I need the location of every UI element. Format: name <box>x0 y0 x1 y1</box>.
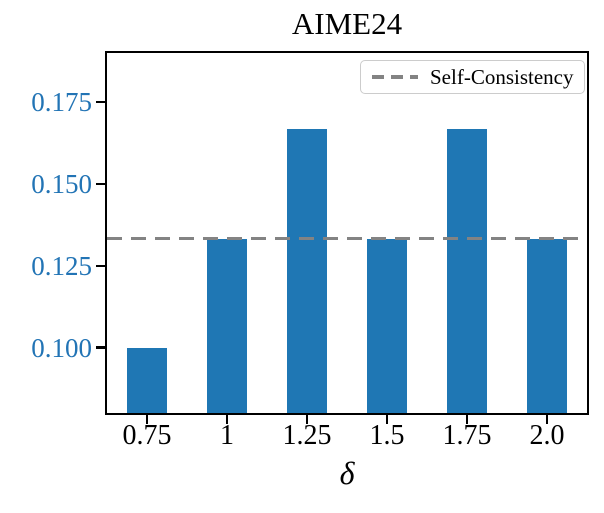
bar-1 <box>207 238 247 413</box>
y-tick-mark <box>96 100 105 104</box>
y-tick-mark <box>96 182 105 186</box>
y-tick-label: 0.125 <box>31 250 92 281</box>
x-tick-mark <box>545 415 549 424</box>
legend-label: Self-Consistency <box>430 64 574 89</box>
y-tick-mark <box>96 346 105 349</box>
bar-2.0 <box>527 238 567 413</box>
bar-0.75 <box>127 347 167 413</box>
x-tick-label: 0.75 <box>122 420 172 451</box>
bar-1.5 <box>367 238 407 413</box>
x-axis-label: δ <box>339 455 355 491</box>
y-tick-label: 0.100 <box>31 332 92 363</box>
x-tick-mark <box>385 415 389 424</box>
x-tick-label: 1.75 <box>442 420 492 451</box>
x-tick-label: 1 <box>220 420 234 451</box>
bar-1.75 <box>447 129 487 413</box>
y-tick-mark <box>96 264 105 267</box>
x-tick-mark <box>305 415 309 424</box>
chart-title: AIME24 <box>291 6 403 41</box>
x-tick-mark <box>465 415 469 424</box>
y-tick-label: 0.150 <box>31 168 92 199</box>
self-consistency-reference-line <box>107 236 587 241</box>
x-tick-label: 1.25 <box>282 420 332 451</box>
x-tick-mark <box>145 415 149 424</box>
bar-1.25 <box>287 129 327 413</box>
legend: Self-Consistency <box>360 60 586 94</box>
x-tick-label: 1.5 <box>369 420 405 451</box>
x-tick-label: 2.0 <box>529 420 565 451</box>
dashed-line-icon <box>372 75 418 79</box>
x-tick-mark <box>225 415 229 424</box>
plot-area <box>105 51 589 415</box>
y-tick-label: 0.175 <box>31 87 92 118</box>
